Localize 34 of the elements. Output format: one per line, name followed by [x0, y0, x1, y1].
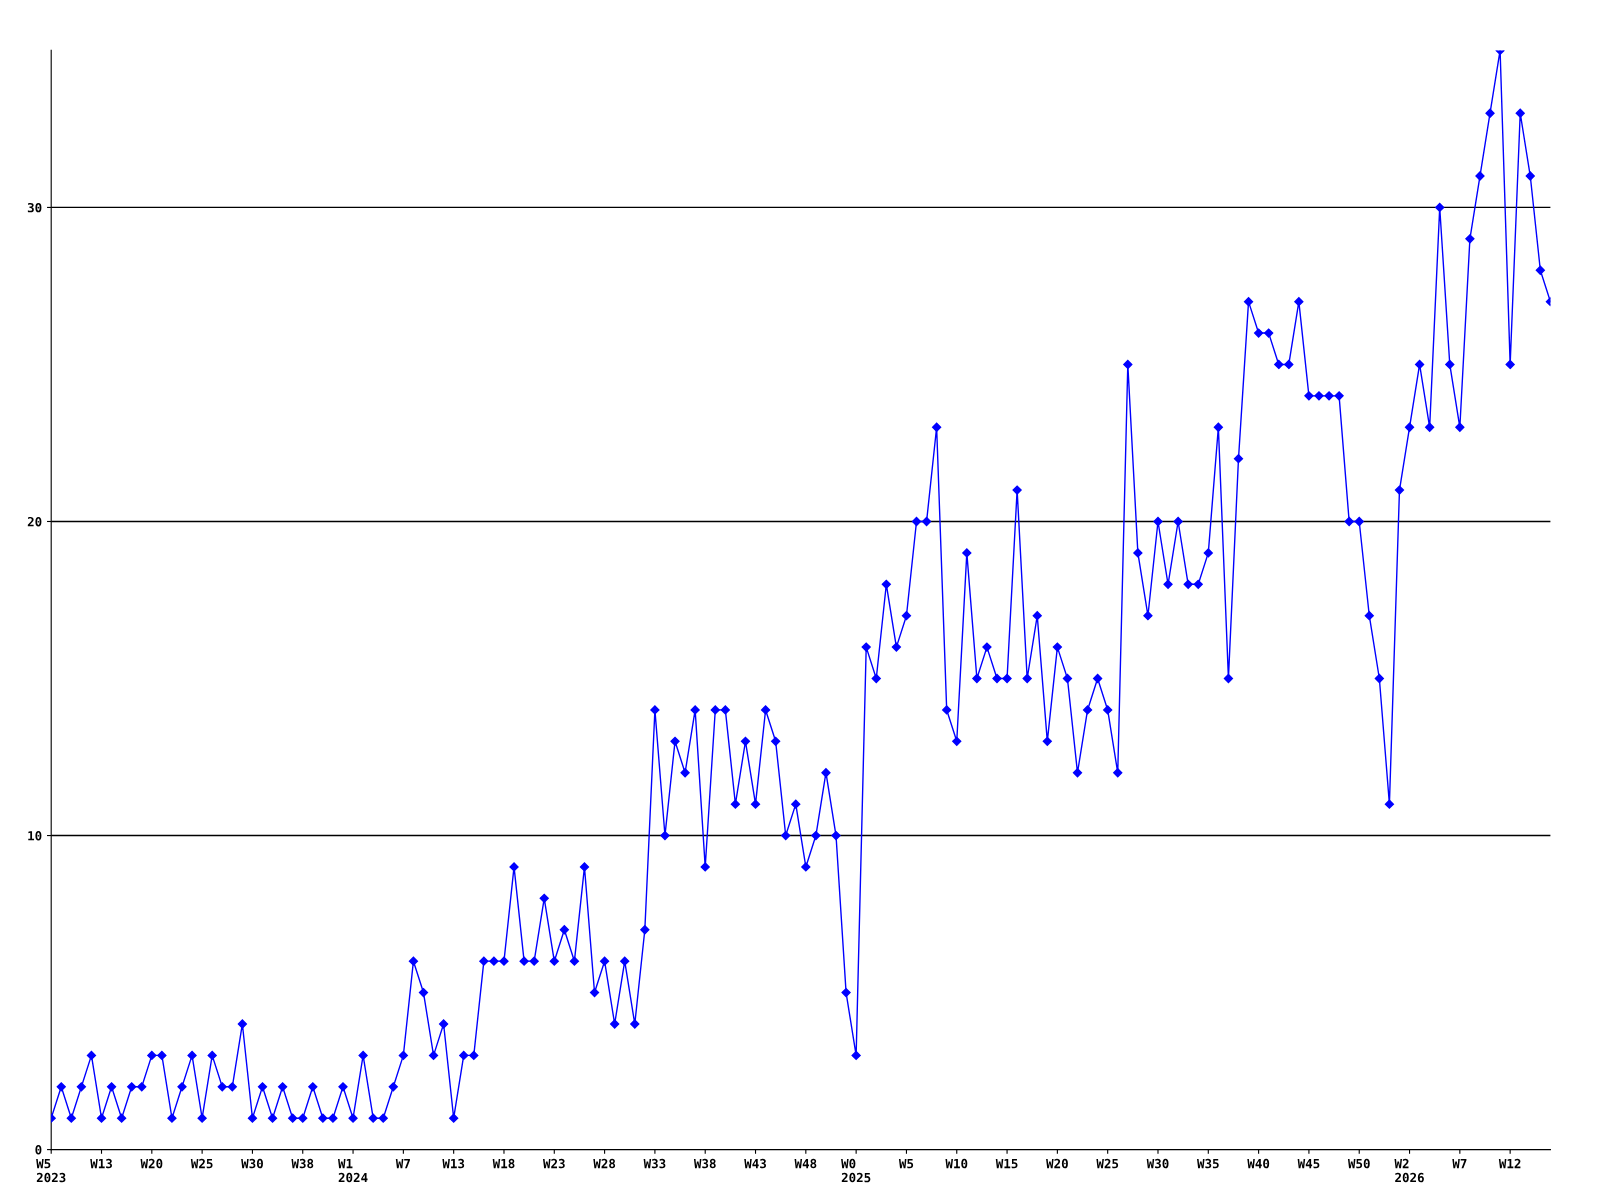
x-tick-label: W18 — [492, 1158, 515, 1169]
y-tick-label: 10 — [28, 831, 42, 841]
x-tick-label: W5 2023 — [36, 1159, 66, 1183]
x-tick-label: W25 — [190, 1158, 213, 1169]
x-tick-label: W35 — [1197, 1158, 1219, 1169]
x-tick-label: W33 — [643, 1158, 666, 1169]
x-tick-label: W15 — [995, 1159, 1018, 1169]
y-tick-label: 30 — [27, 202, 42, 213]
x-tick-label: W30 — [1146, 1158, 1169, 1169]
x-tick-label: W23 — [543, 1158, 565, 1169]
x-tick-label: W38 — [693, 1158, 716, 1169]
x-tick-label: W0 2025 — [841, 1158, 871, 1183]
x-tick-label: W20 — [1046, 1158, 1068, 1169]
x-tick-label: W5 — [898, 1159, 914, 1169]
x-tick-label: W28 — [593, 1158, 616, 1169]
x-tick-label: W7 — [1452, 1159, 1467, 1169]
x-tick-label: W25 — [1096, 1158, 1119, 1169]
x-tick-label: W2 2026 — [1394, 1158, 1424, 1183]
x-tick-label: W30 — [241, 1158, 263, 1169]
x-tick-label: W13 — [90, 1158, 112, 1169]
x-tick-label: W13 — [442, 1158, 465, 1169]
y-tick-label: 20 — [27, 516, 42, 527]
x-tick-label: W7 — [395, 1159, 410, 1169]
y-tick-label: 0 — [35, 1145, 42, 1155]
x-tick-label: W10 — [945, 1158, 968, 1169]
x-tick-label: W50 — [1347, 1158, 1370, 1169]
x-tick-label: W48 — [794, 1158, 817, 1169]
x-tick-label: W12 — [1498, 1158, 1521, 1169]
x-tick-label: W45 — [1297, 1159, 1320, 1169]
x-tick-label: W43 — [744, 1158, 766, 1169]
x-tick-label: W20 — [140, 1158, 163, 1169]
x-tick-label: W38 — [291, 1158, 314, 1169]
x-tick-label: W1 2024 — [338, 1159, 368, 1183]
x-tick-label: W40 — [1247, 1158, 1270, 1169]
